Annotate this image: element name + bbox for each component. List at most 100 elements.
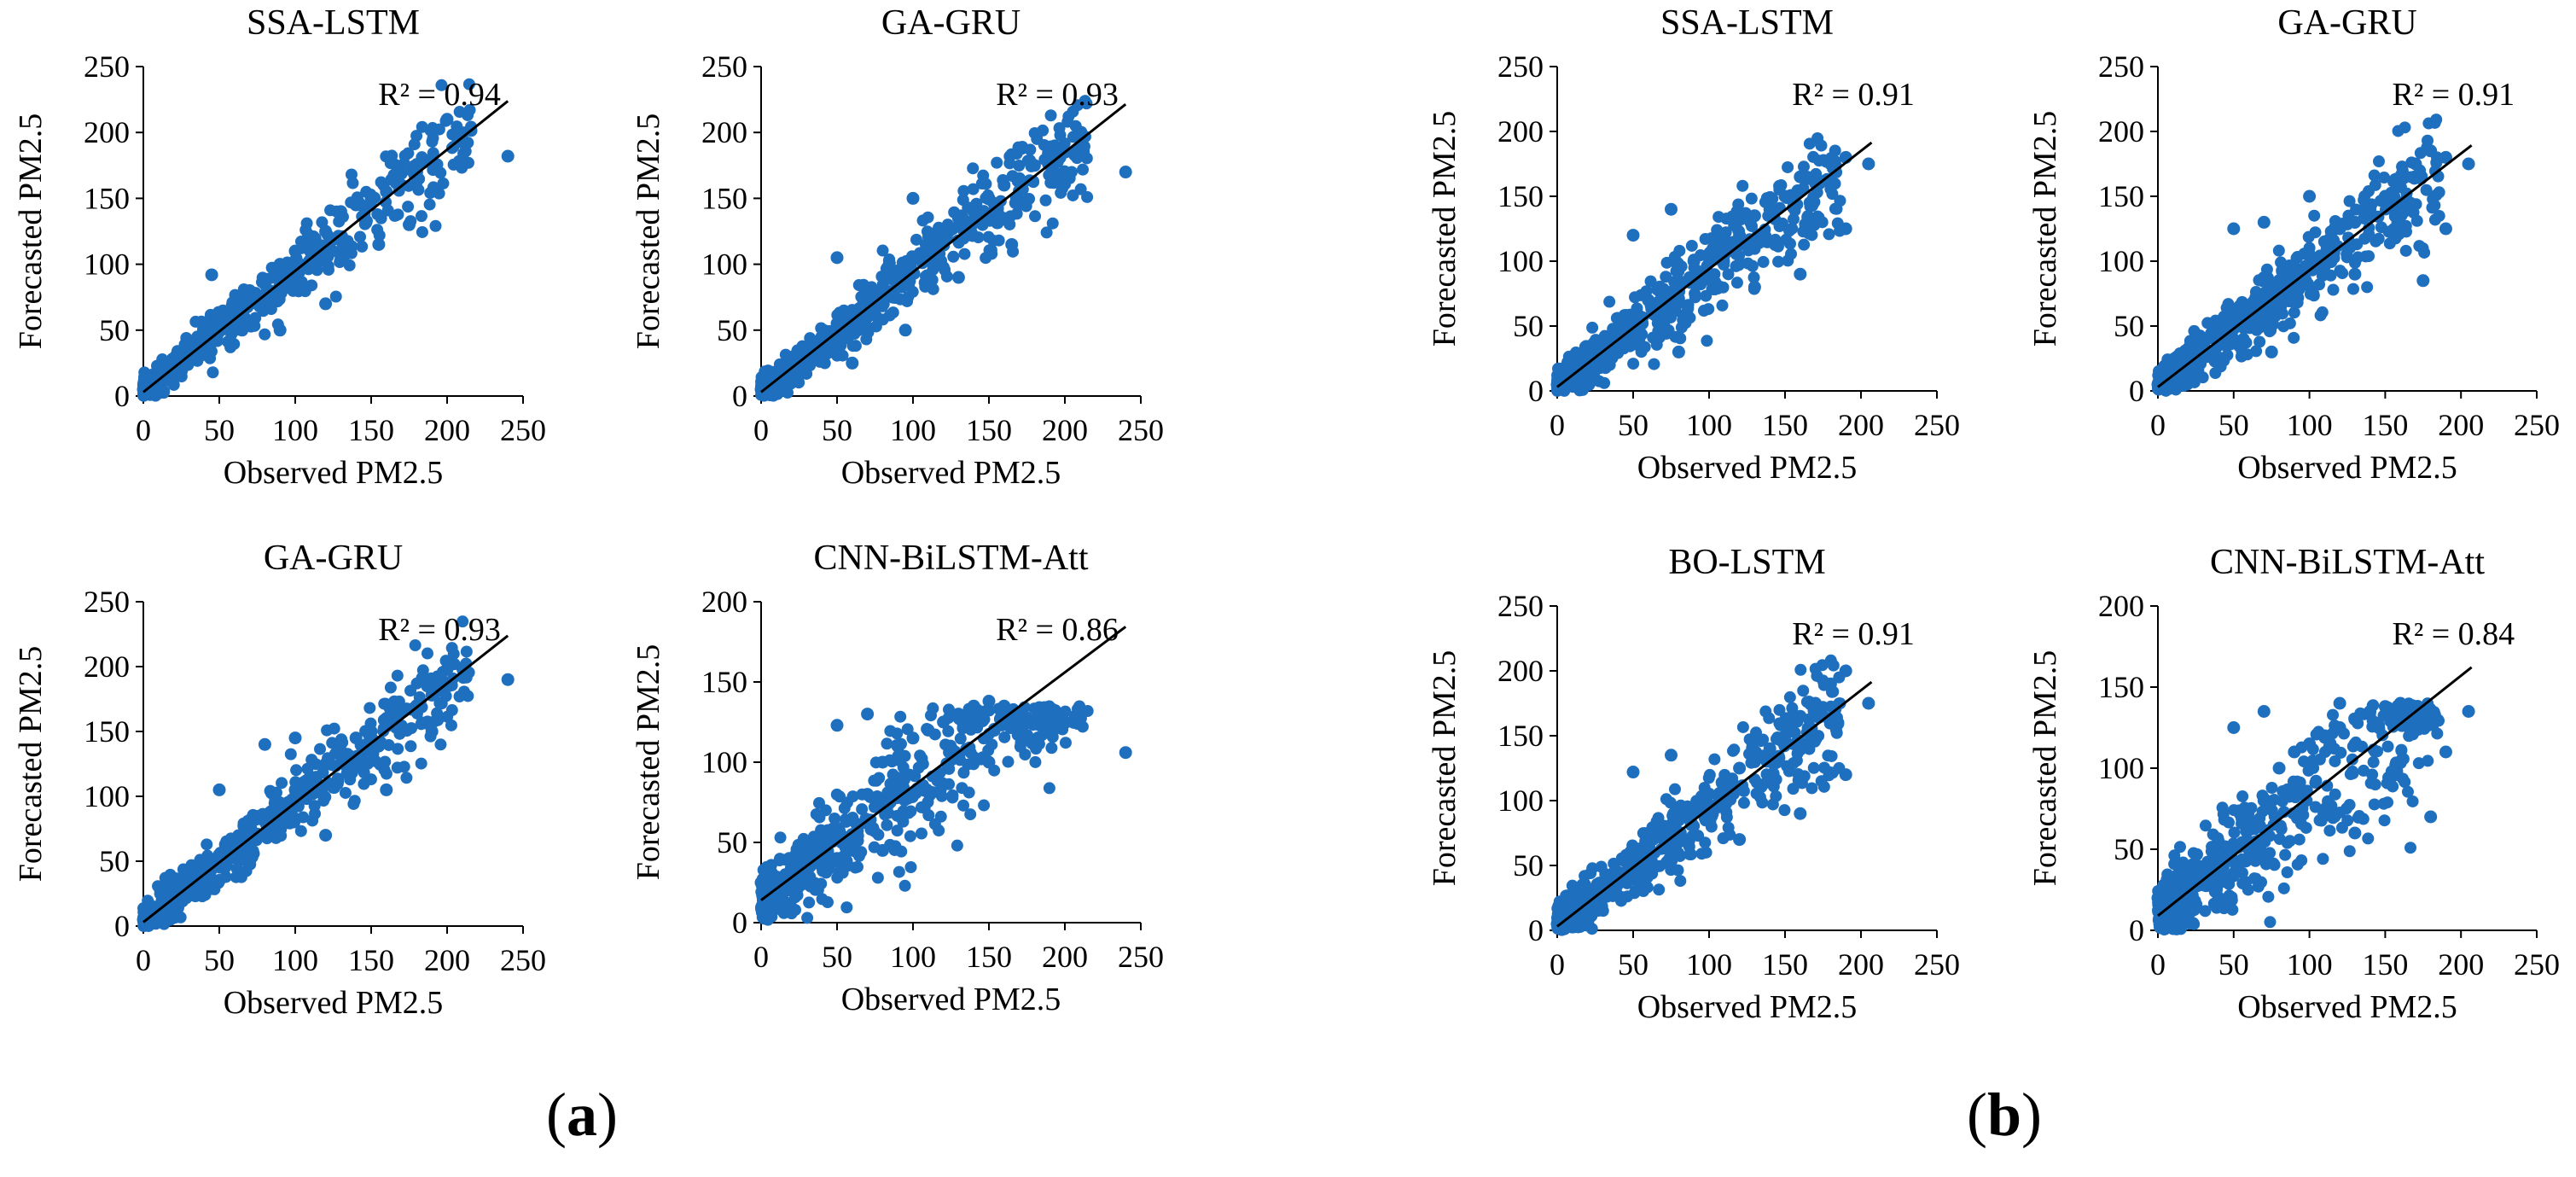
cloud-point bbox=[887, 768, 899, 781]
data-point bbox=[258, 809, 271, 823]
cloud-point bbox=[1039, 194, 1052, 207]
cloud-point bbox=[2401, 785, 2414, 798]
data-point bbox=[334, 744, 347, 758]
cloud-point bbox=[1044, 711, 1057, 724]
cloud-point bbox=[1760, 768, 1773, 781]
data-point bbox=[1718, 235, 1731, 248]
cloud-point bbox=[812, 796, 825, 809]
y-tick-label: 150 bbox=[1497, 179, 1544, 213]
cloud-point bbox=[1704, 815, 1717, 828]
data-point bbox=[349, 731, 363, 745]
cloud-point bbox=[384, 681, 397, 694]
cloud-point bbox=[755, 901, 768, 914]
x-axis-label: Observed PM2.5 bbox=[841, 982, 1061, 1017]
cloud-point bbox=[1708, 268, 1721, 281]
data-point bbox=[2348, 826, 2362, 840]
cloud-point bbox=[1059, 705, 1072, 718]
data-point bbox=[1665, 202, 1678, 216]
y-axis-label: Forecasted PM2.5 bbox=[13, 646, 49, 883]
data-point bbox=[1626, 766, 1640, 779]
data-point bbox=[1687, 801, 1701, 814]
data-point bbox=[2333, 696, 2346, 710]
cloud-point bbox=[1807, 761, 1820, 774]
cloud-point bbox=[2322, 743, 2335, 755]
data-point bbox=[951, 212, 965, 225]
cloud-point bbox=[324, 204, 337, 217]
cloud-point bbox=[2399, 244, 2412, 257]
data-point bbox=[228, 297, 241, 311]
cloud-point bbox=[2212, 890, 2224, 903]
chart-title: BO-LSTM bbox=[1668, 543, 1825, 582]
x-tick-label: 0 bbox=[753, 940, 769, 974]
data-point bbox=[2348, 215, 2362, 229]
cloud-point bbox=[404, 740, 417, 753]
cloud-point bbox=[360, 214, 373, 227]
x-tick-label: 150 bbox=[348, 943, 394, 977]
y-tick-label: 250 bbox=[1497, 589, 1544, 623]
cloud-point bbox=[2428, 116, 2441, 129]
cloud-point bbox=[1673, 849, 1686, 862]
cloud-point bbox=[991, 156, 1003, 169]
cloud-point bbox=[2189, 332, 2202, 345]
x-axis-label: Observed PM2.5 bbox=[1637, 989, 1858, 1025]
cloud-point bbox=[1683, 848, 1696, 860]
chart-title: GA-GRU bbox=[881, 3, 1021, 43]
cloud-point bbox=[1687, 271, 1700, 284]
data-point bbox=[197, 323, 211, 337]
cloud-point bbox=[894, 293, 907, 306]
cloud-point bbox=[1020, 200, 1032, 213]
cloud-point bbox=[266, 294, 279, 306]
cloud-point bbox=[2253, 274, 2265, 287]
cloud-point bbox=[462, 108, 474, 121]
data-point bbox=[861, 290, 875, 304]
cloud-point bbox=[774, 831, 787, 844]
cloud-point bbox=[2240, 824, 2253, 837]
cloud-point bbox=[986, 738, 998, 751]
data-point bbox=[304, 237, 317, 251]
y-tick-label: 0 bbox=[732, 906, 747, 940]
cloud-point bbox=[1621, 890, 1634, 903]
x-tick-label: 100 bbox=[890, 413, 936, 447]
cloud-point bbox=[1812, 211, 1825, 224]
cloud-point bbox=[240, 296, 253, 309]
data-point bbox=[288, 783, 302, 796]
data-point bbox=[937, 715, 951, 729]
data-point bbox=[1665, 749, 1678, 762]
y-tick-label: 150 bbox=[1497, 719, 1544, 753]
cloud-point bbox=[1730, 277, 1743, 289]
cloud-point bbox=[1708, 753, 1721, 766]
data-point bbox=[2303, 189, 2317, 203]
cloud-point bbox=[927, 283, 939, 295]
cloud-point bbox=[2288, 306, 2300, 319]
data-point bbox=[785, 868, 799, 882]
cloud-point bbox=[792, 838, 805, 851]
cloud-point bbox=[868, 825, 881, 838]
cloud-point bbox=[821, 896, 834, 909]
cloud-point bbox=[1785, 248, 1798, 260]
cloud-point bbox=[851, 860, 864, 873]
cloud-point bbox=[957, 766, 970, 779]
cloud-point bbox=[343, 259, 356, 271]
y-tick-label: 200 bbox=[1497, 114, 1544, 149]
data-point bbox=[319, 297, 333, 311]
cloud-point bbox=[1585, 867, 1597, 880]
cloud-point bbox=[456, 672, 469, 685]
cloud-point bbox=[1044, 109, 1057, 122]
y-tick-label: 0 bbox=[114, 909, 130, 943]
x-tick-label: 50 bbox=[2218, 408, 2249, 442]
cloud-point bbox=[2183, 347, 2195, 360]
cloud-point bbox=[2307, 761, 2320, 774]
cloud-point bbox=[329, 290, 342, 303]
data-point bbox=[319, 224, 333, 238]
x-tick-label: 250 bbox=[1118, 413, 1164, 447]
cloud-point bbox=[2352, 811, 2364, 824]
cloud-point bbox=[185, 859, 198, 871]
y-tick-label: 0 bbox=[2129, 913, 2144, 947]
cloud-point bbox=[327, 245, 340, 258]
x-tick-label: 50 bbox=[1618, 947, 1649, 982]
cloud-point bbox=[898, 879, 911, 892]
y-tick-label: 50 bbox=[99, 313, 130, 347]
cloud-point bbox=[779, 348, 792, 361]
data-point bbox=[137, 382, 150, 396]
